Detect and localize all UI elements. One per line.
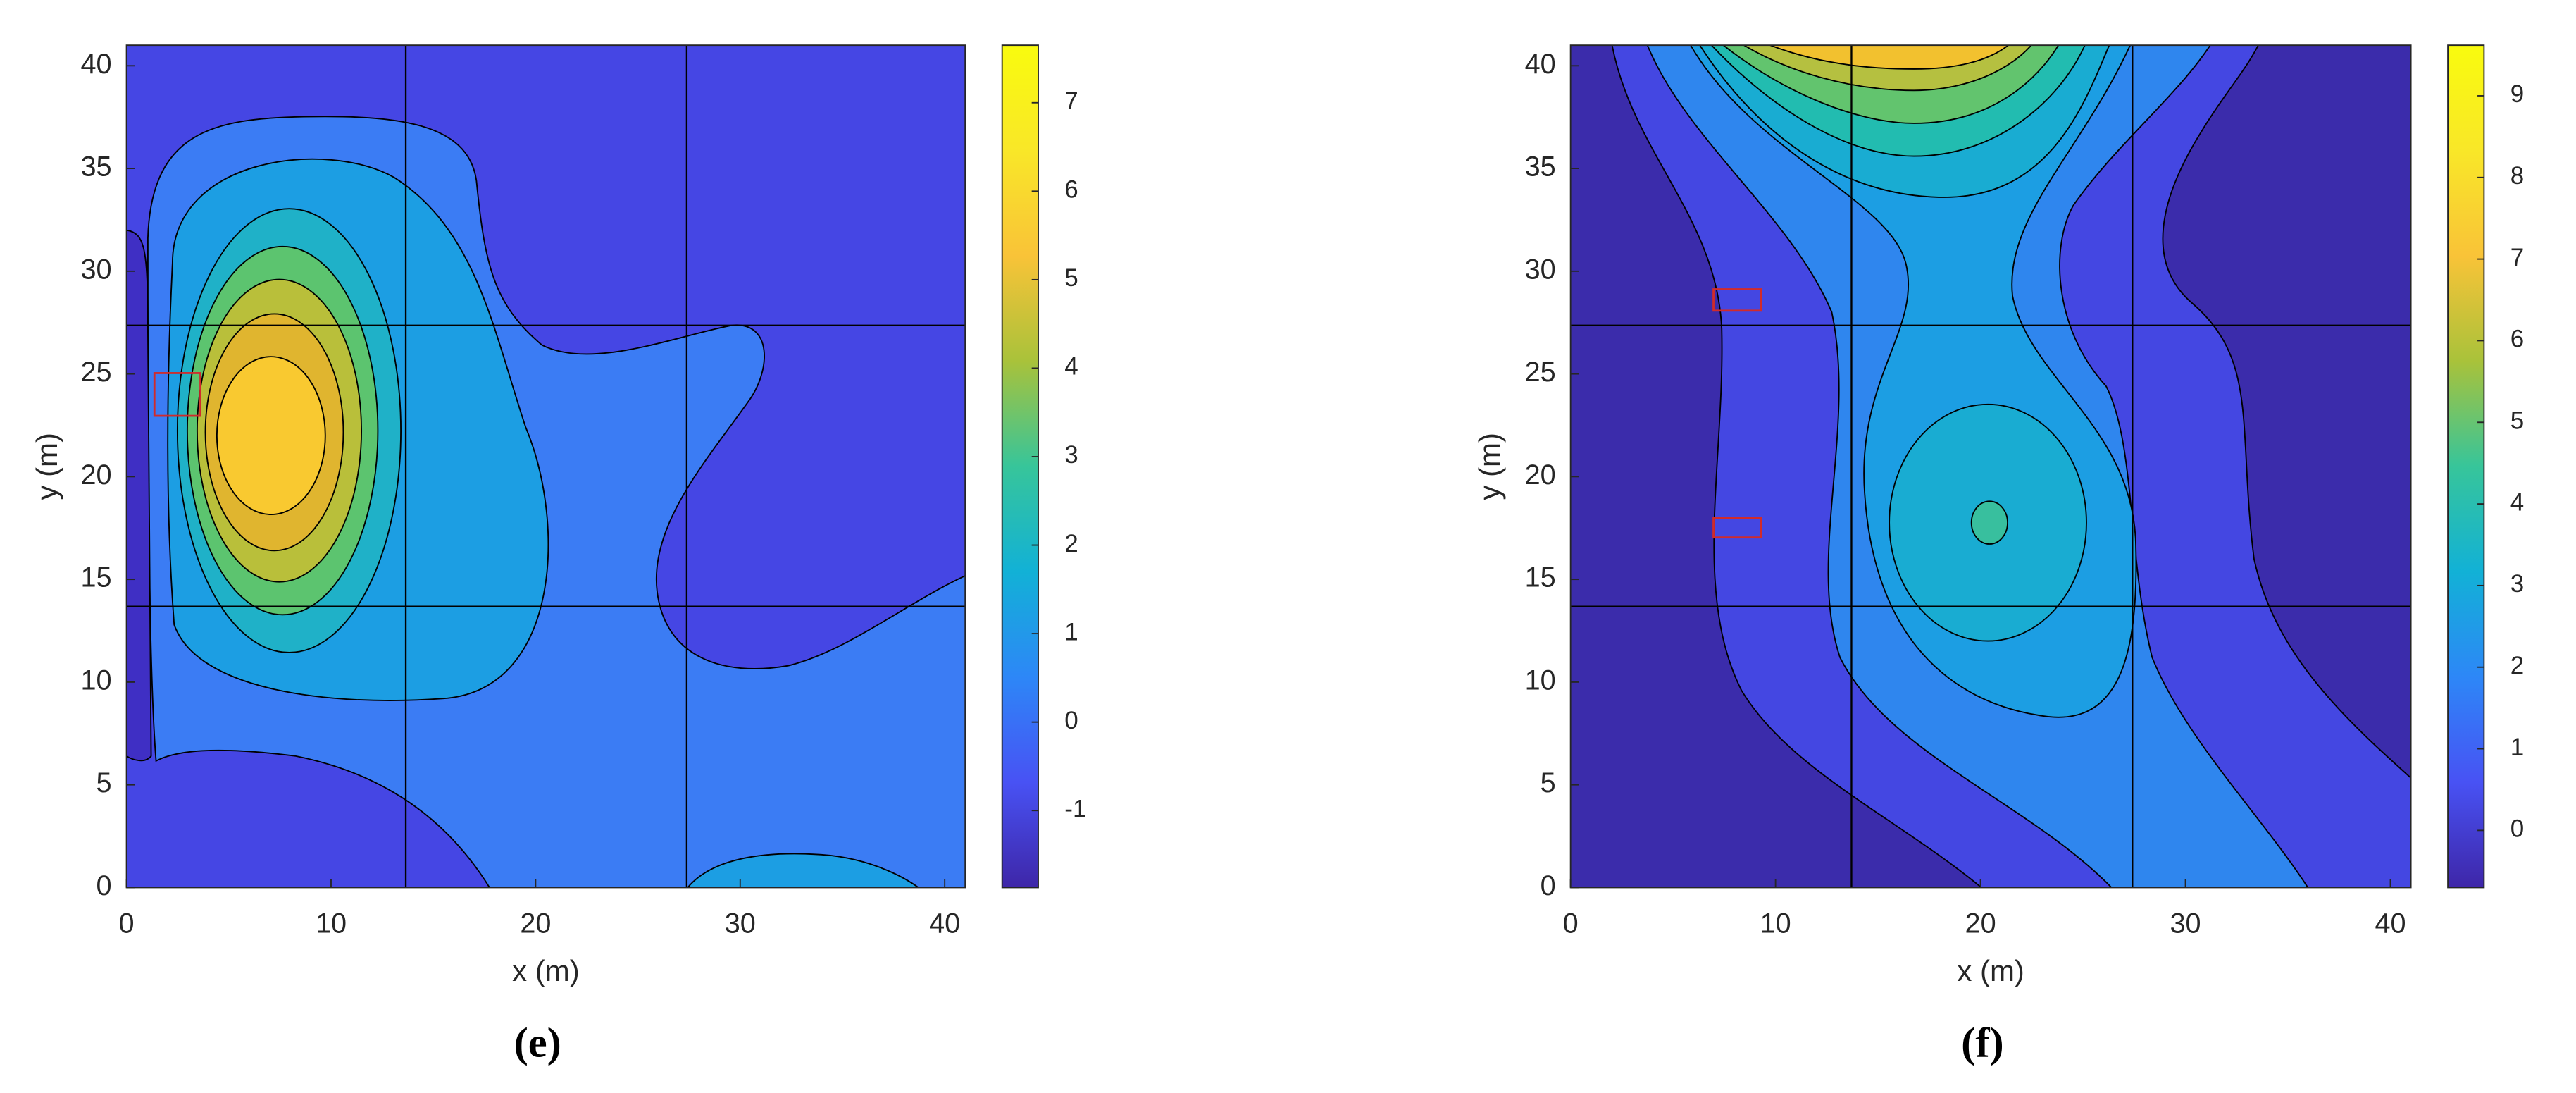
x-tick-label: 0 [1563,908,1579,939]
colorbar-tick-label: 6 [2510,326,2524,353]
x-tick-label: 30 [2170,908,2201,939]
y-tick-label: 0 [1541,870,1556,901]
caption: (e) [514,1020,561,1067]
colorbar-tick-label: 5 [2510,407,2524,434]
x-tick-label: 20 [520,908,551,939]
colorbar-tick-label: 1 [1064,618,1078,646]
colorbar-tick-label: 4 [2510,488,2524,516]
y-tick-label: 30 [1525,254,1556,285]
y-tick-label: 35 [81,152,112,183]
y-tick-label: 10 [81,665,112,696]
y-tick-label: 25 [1525,357,1556,388]
colorbar-tick-label: 4 [1064,353,1078,381]
colorbar-tick-label: 8 [2510,162,2524,190]
contour-field [1570,45,2411,888]
colorbar-tick-label: 6 [1064,176,1078,204]
colorbar-tick-label: 1 [2510,734,2524,761]
x-tick-label: 30 [725,908,756,939]
caption: (f) [1961,1020,2004,1067]
colorbar-tick-label: 2 [2510,652,2524,679]
colorbar-tick-label: 2 [1064,530,1078,557]
y-tick-label: 0 [97,870,112,901]
colorbar-tick-label: 0 [1064,707,1078,734]
y-tick-label: 15 [81,562,112,593]
colorbar [2447,44,2485,889]
y-tick-label: 40 [1525,49,1556,80]
y-axis-label: y (m) [30,433,63,500]
y-axis-label: y (m) [1473,433,1506,500]
x-tick-label: 40 [929,908,960,939]
y-tick-label: 10 [1525,665,1556,696]
x-tick-label: 40 [2375,908,2406,939]
y-tick-label: 25 [81,357,112,388]
y-tick-label: 40 [81,49,112,80]
colorbar-tick-label: 9 [2510,80,2524,108]
y-tick-label: 20 [81,459,112,490]
y-tick-label: 5 [97,767,112,798]
y-tick-label: 35 [1525,152,1556,183]
colorbar [1001,44,1039,889]
colorbar-tick-label: 7 [1064,87,1078,115]
colorbar-tick-label: 5 [1064,264,1078,292]
x-tick-label: 10 [1760,908,1791,939]
y-tick-label: 20 [1525,459,1556,490]
x-tick-label: 0 [119,908,135,939]
y-tick-label: 5 [1541,767,1556,798]
colorbar-tick-label: 0 [2510,815,2524,843]
axes-box [1569,44,2412,889]
colorbar-tick-label: -1 [1064,795,1086,822]
x-tick-label: 10 [316,908,347,939]
axes-box [125,44,966,889]
x-axis-label: x (m) [1957,954,2024,987]
colorbar-tick-label: 3 [1064,441,1078,469]
y-tick-label: 30 [81,254,112,285]
x-axis-label: x (m) [512,954,580,987]
y-tick-label: 15 [1525,562,1556,593]
contour-field [126,45,966,888]
x-tick-label: 20 [1965,908,1996,939]
colorbar-tick-label: 7 [2510,244,2524,271]
colorbar-tick-label: 3 [2510,570,2524,598]
